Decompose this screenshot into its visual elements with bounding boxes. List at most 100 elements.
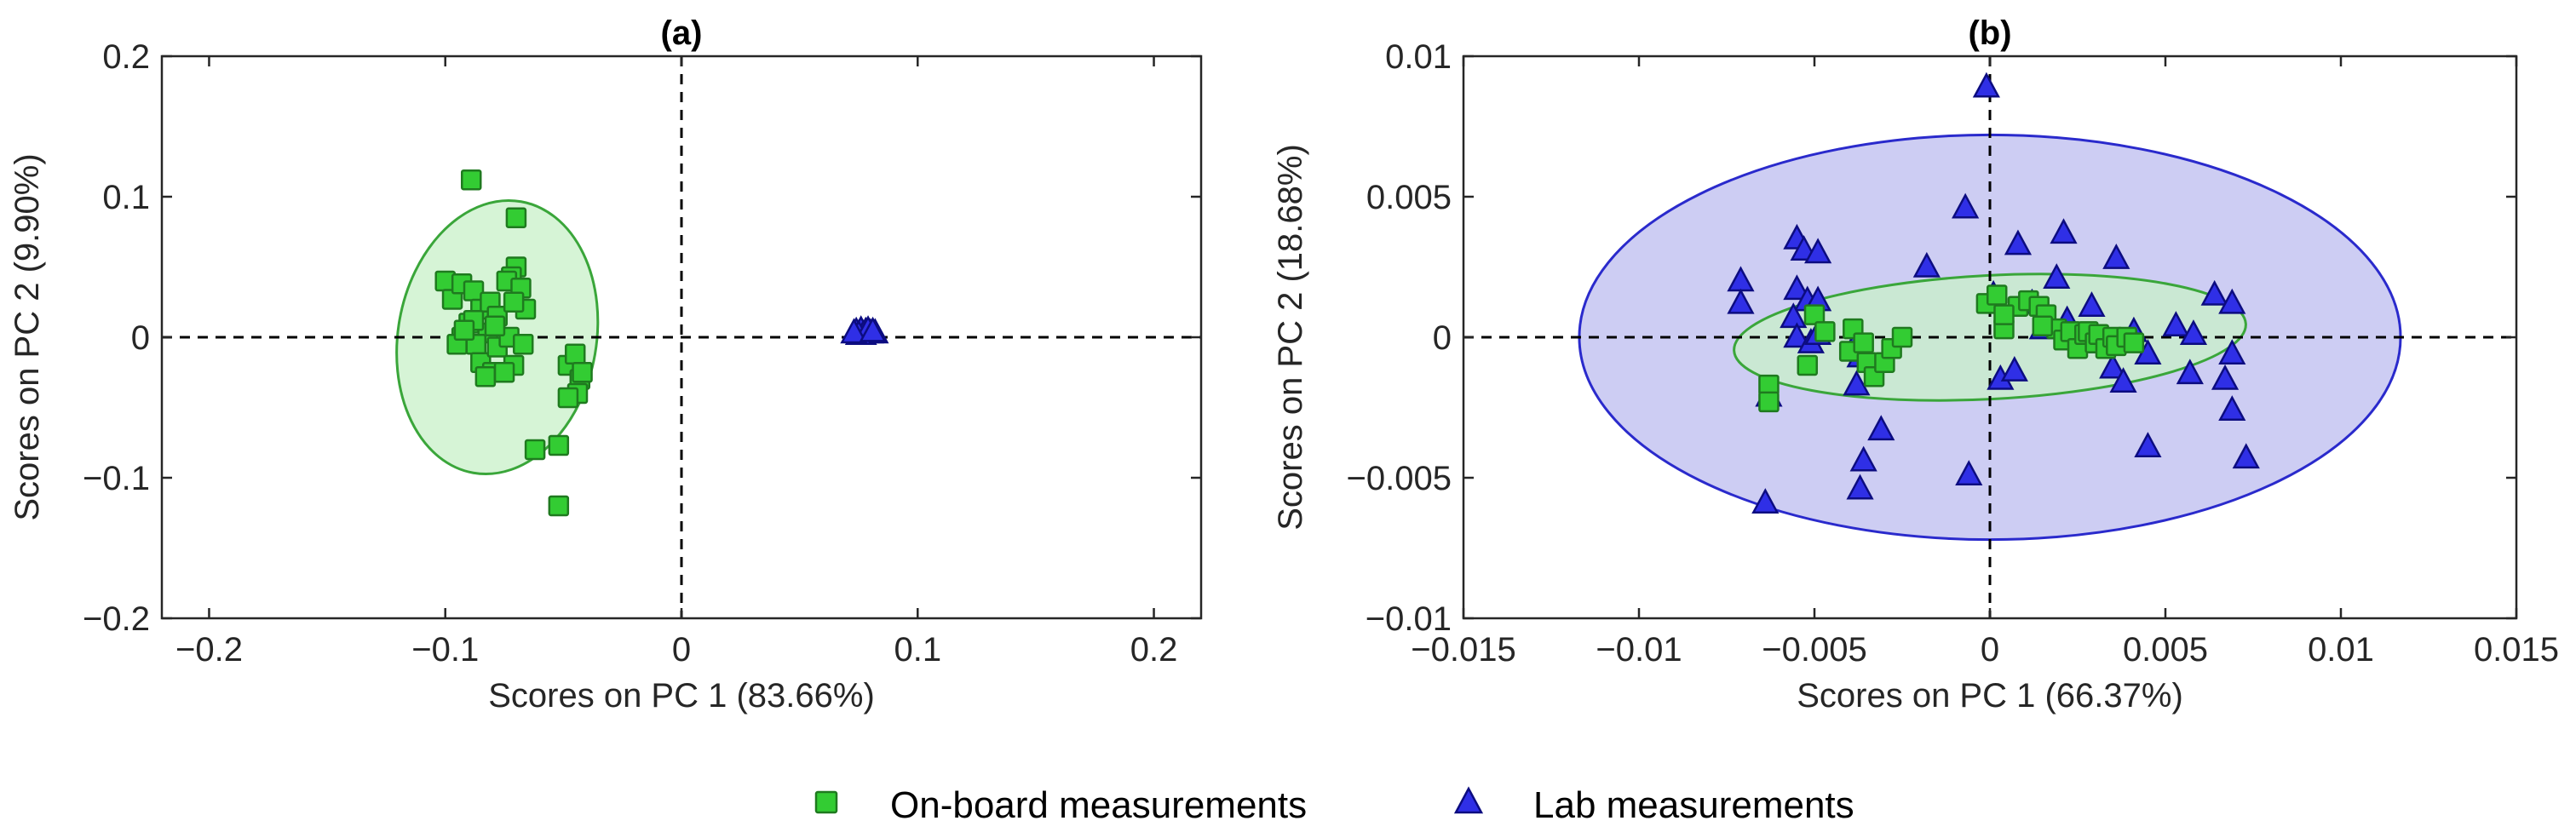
point-lab <box>2179 319 2208 345</box>
x-tick-label: 0.1 <box>894 631 941 669</box>
point-lab <box>2211 364 2240 390</box>
panel-title: (a) <box>661 14 703 52</box>
x-tick-label: −0.1 <box>411 631 479 669</box>
point-lab <box>1843 370 1871 396</box>
x-tick-label: 0.01 <box>2308 631 2374 669</box>
x-tick-label: −0.2 <box>175 631 243 669</box>
y-tick-label: 0 <box>1433 319 1452 357</box>
point-lab <box>2000 355 2028 382</box>
legend-item-lab: Lab measurements <box>1453 784 1854 826</box>
x-tick-label: −0.01 <box>1596 631 1682 669</box>
point-onboard <box>453 319 475 341</box>
legend-item-onboard: On-board measurements <box>814 784 1307 826</box>
series-onboard <box>1758 284 2145 413</box>
point-lab <box>1952 192 1980 219</box>
legend: On-board measurements Lab measurements <box>814 784 1854 826</box>
y-tick-label: −0.005 <box>1347 460 1452 497</box>
panel-b: −0.015 −0.01 −0.005 0 0.005 0.01 0.015−0.01−0.… <box>1272 14 2559 715</box>
point-onboard <box>505 207 527 228</box>
point-lab <box>2218 288 2246 314</box>
x-tick-label: 0.2 <box>1130 631 1178 669</box>
y-axis-label: Scores on PC 2 (18.68%) <box>1272 144 1309 531</box>
point-lab <box>1783 322 1811 348</box>
series-onboard <box>434 169 593 517</box>
point-lab <box>840 318 868 344</box>
point-onboard <box>474 365 497 387</box>
point-onboard <box>1993 304 2015 325</box>
y-tick-label: −0.01 <box>1366 600 1452 638</box>
y-tick-label: 0.005 <box>1366 179 1452 216</box>
point-lab <box>2200 279 2228 306</box>
point-lab <box>1727 288 1755 314</box>
point-lab <box>2102 243 2130 269</box>
point-lab <box>1955 460 1983 485</box>
point-onboard <box>564 343 586 365</box>
y-tick-label: 0.1 <box>102 179 150 216</box>
point-lab <box>2176 359 2204 385</box>
point-onboard <box>2123 332 2145 353</box>
point-onboard <box>493 362 515 383</box>
point-onboard <box>524 439 546 461</box>
point-lab <box>1780 302 1808 329</box>
x-tick-label: 0 <box>672 631 691 669</box>
x-axis-label: Scores on PC 1 (83.66%) <box>488 677 875 715</box>
point-lab <box>859 316 887 342</box>
point-onboard <box>1758 391 1780 413</box>
point-lab <box>1912 251 1941 278</box>
point-onboard <box>2032 315 2054 337</box>
point-lab <box>1972 72 2000 98</box>
point-onboard <box>1803 304 1826 325</box>
x-tick-label: 0.005 <box>2123 631 2208 669</box>
point-onboard <box>460 169 482 191</box>
panel-title: (b) <box>1968 14 2011 52</box>
point-lab <box>1846 474 1874 500</box>
point-lab <box>2162 311 2190 337</box>
point-lab <box>2078 291 2106 317</box>
panel-a: −0.2 −0.1 0 0.1 0.2 −0.2 −0.1 0 0.1 0.2 (a) Scores … <box>9 14 1203 715</box>
point-lab <box>2043 263 2071 289</box>
point-onboard <box>1814 321 1836 342</box>
point-onboard <box>548 434 570 456</box>
legend-label-lab: Lab measurements <box>1533 784 1854 826</box>
y-tick-label: 0 <box>131 319 150 357</box>
point-lab <box>2099 353 2127 379</box>
point-onboard <box>512 334 534 355</box>
point-lab <box>1849 445 1877 472</box>
point-onboard <box>484 315 506 337</box>
point-lab <box>1783 274 1811 301</box>
point-onboard <box>557 387 579 409</box>
x-axis-label: Scores on PC 1 (66.37%) <box>1797 677 2183 715</box>
triangle-icon <box>1453 786 1484 814</box>
y-tick-label: 0.01 <box>1385 38 1452 76</box>
point-onboard <box>1891 326 1913 348</box>
point-lab <box>2218 395 2246 422</box>
point-lab <box>1804 238 1832 264</box>
y-tick-label: 0.2 <box>102 38 150 76</box>
point-onboard <box>503 291 525 313</box>
point-lab <box>1751 488 1780 514</box>
square-icon <box>814 790 838 814</box>
point-lab <box>2050 218 2078 244</box>
x-tick-label: −0.015 <box>1411 631 1515 669</box>
point-onboard <box>1797 354 1819 376</box>
legend-label-onboard: On-board measurements <box>890 784 1307 826</box>
series-lab <box>840 315 889 345</box>
point-lab <box>2232 443 2260 469</box>
point-lab <box>2134 432 2162 457</box>
point-onboard <box>1986 284 2008 306</box>
point-onboard <box>572 362 593 383</box>
point-lab <box>2218 339 2246 365</box>
y-axis-label: Scores on PC 2 (9.90%) <box>9 153 46 520</box>
x-tick-label: 0.015 <box>2474 631 2559 669</box>
x-tick-label: −0.005 <box>1762 631 1866 669</box>
x-tick-label: 0 <box>1981 631 1999 669</box>
point-onboard <box>1853 332 1874 353</box>
point-lab <box>2004 229 2033 255</box>
y-tick-label: −0.1 <box>83 460 150 497</box>
point-onboard <box>548 495 570 517</box>
point-lab <box>1867 415 1895 441</box>
point-lab <box>2109 367 2137 393</box>
y-tick-label: −0.2 <box>83 600 150 638</box>
